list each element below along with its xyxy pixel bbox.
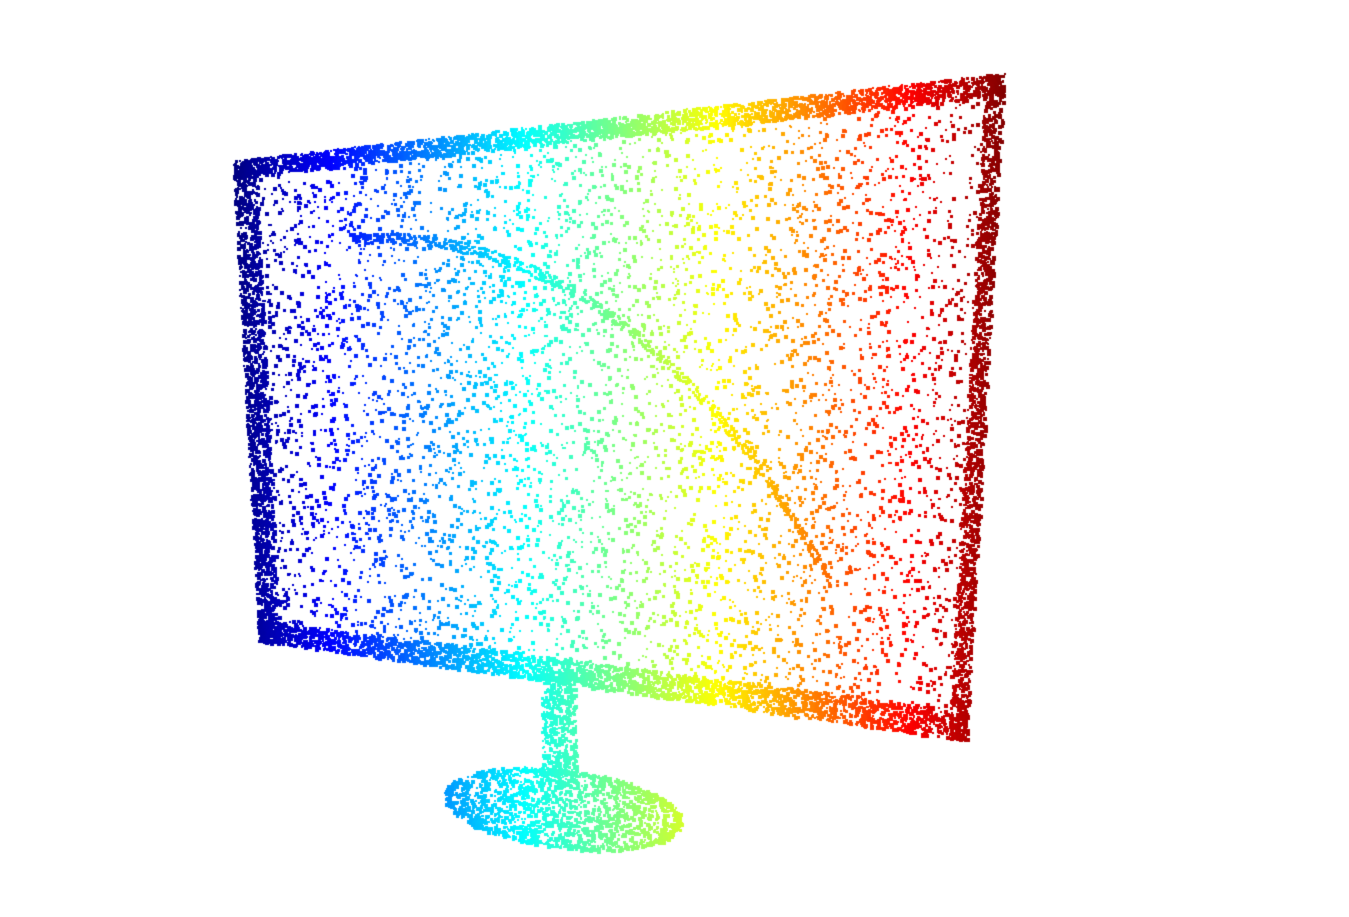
point-cloud-viewport[interactable] — [0, 0, 1349, 917]
monitor-point-cloud-render[interactable] — [0, 0, 1349, 917]
